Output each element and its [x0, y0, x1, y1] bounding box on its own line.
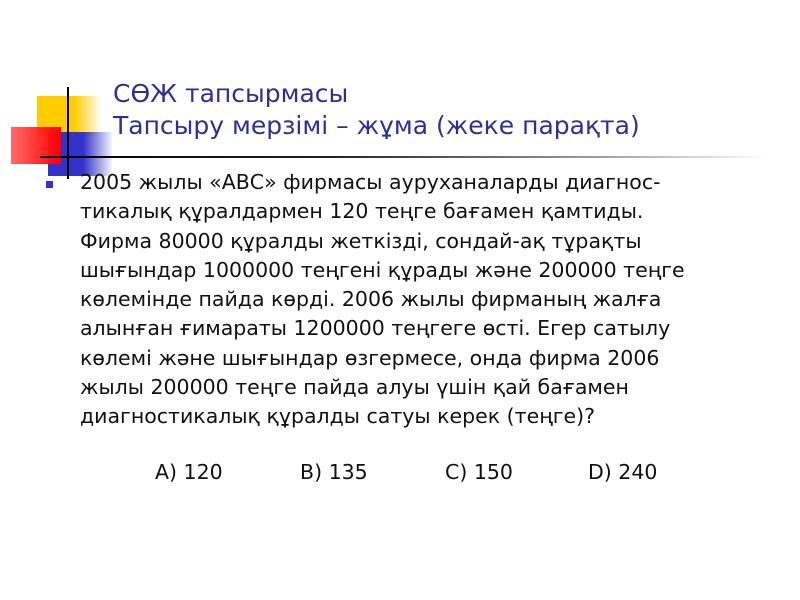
- body-line: көлемінде пайда көрді. 2006 жылы фирманы…: [80, 287, 662, 312]
- answer-option-a: A) 120: [155, 460, 223, 484]
- body-line: жылы 200000 теңге пайда алуы үшін қай ба…: [80, 375, 629, 400]
- body-line: көлемі және шығындар өзгермесе, онда фир…: [80, 345, 660, 370]
- body-line: 2005 жылы «АВС» фирмасы ауруханаларды ди…: [80, 170, 661, 194]
- answer-option-c: C) 150: [445, 460, 513, 484]
- slide-title-line-2: Тапсыру мерзімі – жұма (жеке парақта): [113, 111, 640, 140]
- decor-vertical-line: [67, 87, 69, 179]
- slide-title-line-1: СӨЖ тапсырмасы: [113, 79, 349, 108]
- bullet-icon: [46, 181, 53, 188]
- body-line: диагностикалық құралды сатуы керек (теңг…: [80, 404, 595, 429]
- body-line: алынған ғимараты 1200000 теңгеге өсті. Е…: [80, 316, 671, 341]
- title-divider-line: [40, 156, 770, 158]
- decor-red-square: [11, 127, 61, 164]
- body-line: Фирма 80000 құралды жеткізді, сондай-ақ …: [80, 228, 642, 253]
- answer-options: A) 120 B) 135 C) 150 D) 240: [155, 460, 657, 484]
- body-line: тикалық құралдармен 120 теңге бағамен қа…: [80, 199, 644, 224]
- answer-option-d: D) 240: [588, 460, 658, 484]
- body-line: шығындар 1000000 теңгені құрады және 200…: [80, 257, 685, 282]
- slide-body-text: 2005 жылы «АВС» фирмасы ауруханаларды ди…: [80, 168, 780, 432]
- answer-option-b: B) 135: [300, 460, 368, 484]
